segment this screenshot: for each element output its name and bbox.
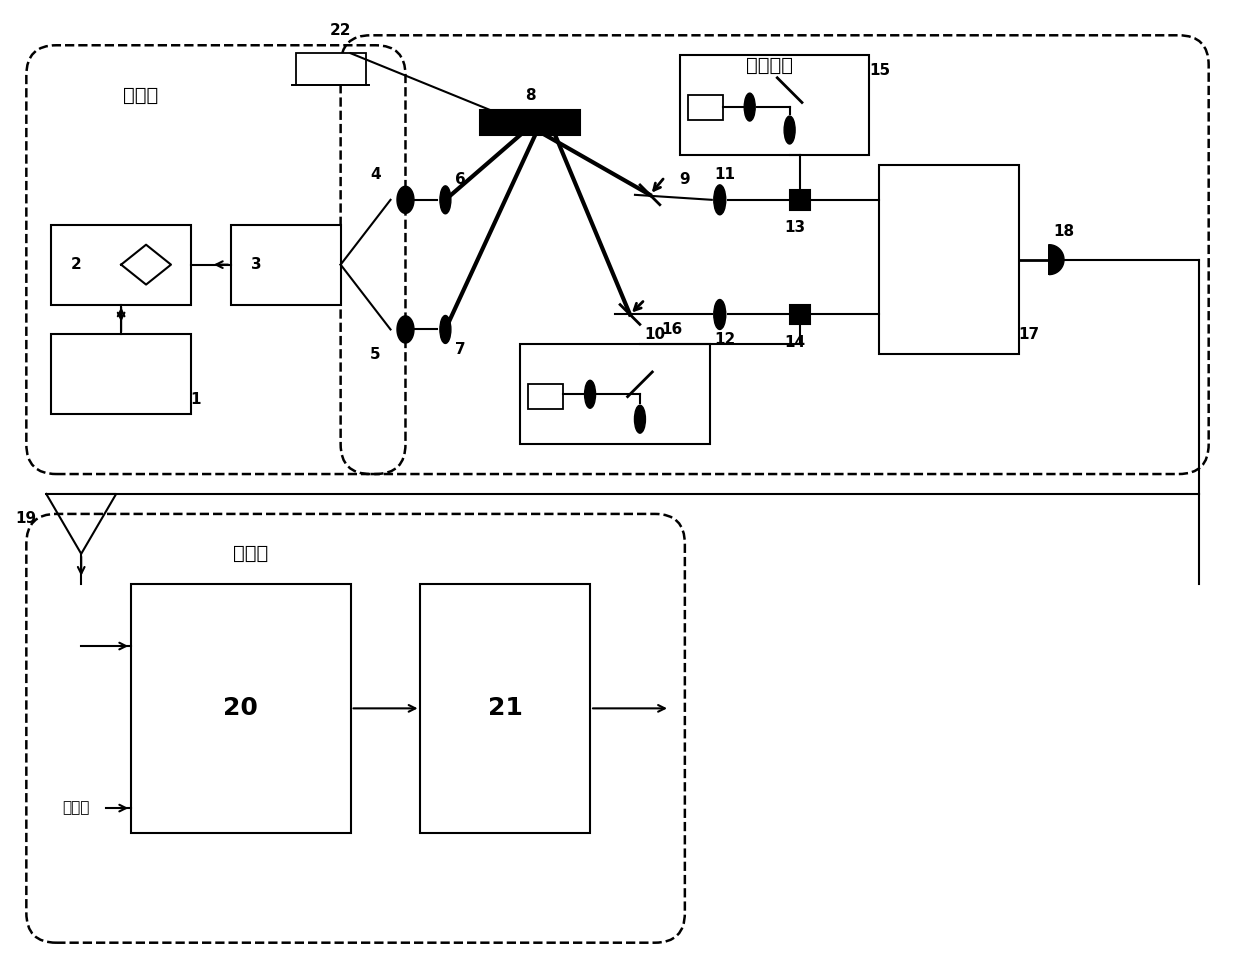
Text: 21: 21 (487, 696, 523, 721)
Bar (790, 305, 810, 324)
Text: 20: 20 (223, 696, 258, 721)
Ellipse shape (784, 116, 795, 144)
Bar (480, 110, 580, 135)
Ellipse shape (744, 94, 755, 121)
Text: 6: 6 (455, 172, 466, 187)
Bar (521, 345, 709, 444)
Text: 接收端: 接收端 (233, 544, 268, 563)
Text: 1: 1 (191, 392, 201, 407)
Ellipse shape (714, 185, 725, 215)
Polygon shape (397, 186, 405, 213)
Bar (231, 225, 341, 305)
Ellipse shape (635, 405, 646, 433)
Text: 11: 11 (714, 168, 735, 182)
Bar (131, 583, 351, 833)
Ellipse shape (714, 300, 725, 329)
Bar (295, 53, 366, 85)
Bar (688, 95, 723, 120)
Text: 13: 13 (784, 220, 805, 236)
Bar (790, 190, 810, 209)
Text: 3: 3 (250, 257, 262, 272)
Bar (51, 334, 191, 414)
Text: 9: 9 (680, 172, 691, 187)
Bar (420, 583, 590, 833)
Bar (528, 385, 563, 409)
Text: 17: 17 (1018, 327, 1039, 342)
Text: 14: 14 (784, 335, 805, 350)
Text: 发送端: 发送端 (124, 86, 159, 104)
Bar (51, 225, 191, 305)
Polygon shape (405, 316, 414, 343)
Text: 本振光: 本振光 (62, 801, 91, 815)
Text: 19: 19 (16, 511, 37, 526)
Text: 10: 10 (645, 327, 666, 342)
Text: 空间信道: 空间信道 (746, 56, 794, 75)
Ellipse shape (584, 380, 595, 408)
Ellipse shape (440, 186, 451, 213)
Ellipse shape (440, 316, 451, 344)
Text: 18: 18 (1054, 224, 1075, 240)
Bar (879, 165, 1019, 355)
Text: 12: 12 (714, 332, 735, 347)
Text: 15: 15 (869, 62, 890, 78)
Text: 7: 7 (455, 342, 466, 356)
Text: 4: 4 (371, 168, 381, 182)
Text: 22: 22 (330, 22, 351, 38)
Text: 8: 8 (525, 88, 536, 102)
Polygon shape (397, 316, 405, 343)
Text: 16: 16 (661, 322, 682, 337)
Bar (680, 56, 869, 155)
Text: 2: 2 (71, 257, 82, 272)
Text: 5: 5 (371, 347, 381, 362)
Polygon shape (405, 186, 414, 213)
Polygon shape (1049, 244, 1064, 275)
